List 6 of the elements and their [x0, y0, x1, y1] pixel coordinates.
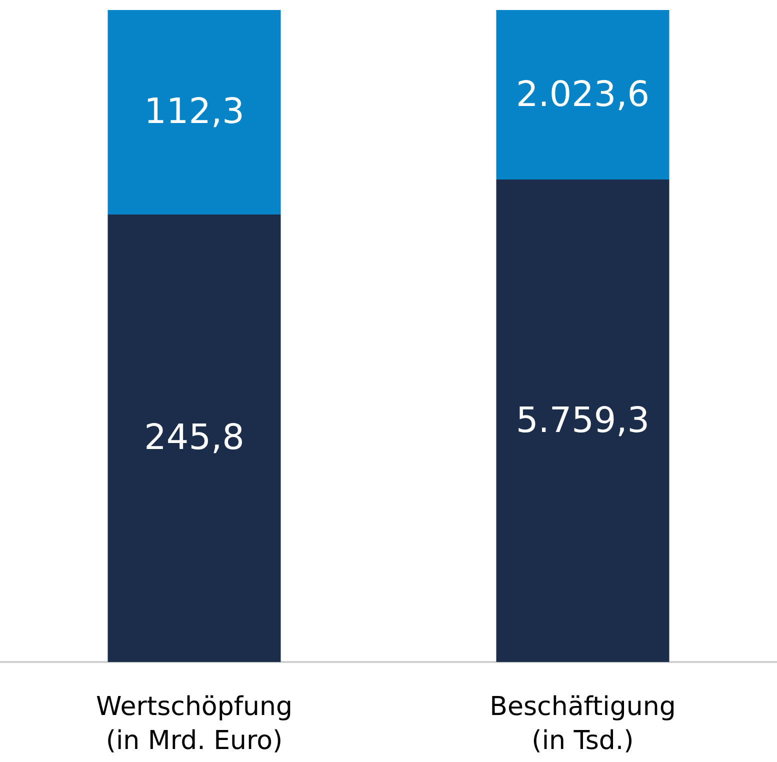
x-tick-label: Beschäftigung (in Tsd.) [490, 692, 676, 756]
data-label: 112,3 [144, 92, 244, 132]
x-tick-label: Wertschöpfung (in Mrd. Euro) [96, 692, 292, 756]
data-label: 245,8 [144, 418, 244, 458]
data-label: 2.023,6 [516, 74, 650, 115]
data-label: 5.759,3 [516, 400, 650, 441]
